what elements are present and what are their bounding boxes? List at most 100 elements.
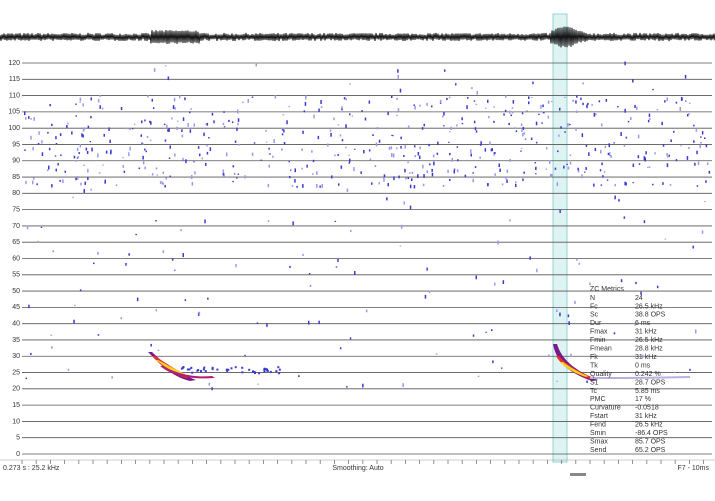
noise-dot bbox=[228, 119, 230, 122]
noise-dot bbox=[86, 151, 89, 154]
noise-dot bbox=[538, 113, 540, 116]
noise-dot bbox=[47, 131, 49, 134]
noise-dot bbox=[28, 304, 30, 309]
noise-dot bbox=[581, 133, 584, 138]
selection[interactable] bbox=[552, 13, 568, 463]
noise-dot bbox=[346, 386, 348, 388]
noise-dot bbox=[549, 173, 552, 178]
noise-dot bbox=[36, 183, 38, 186]
noise-dot bbox=[168, 157, 171, 159]
noise-dot bbox=[52, 250, 54, 253]
noise-dot bbox=[521, 129, 523, 132]
noise-dot bbox=[55, 168, 57, 172]
noise-dot bbox=[575, 110, 578, 113]
noise-dot bbox=[484, 148, 487, 152]
noise-dot bbox=[566, 163, 568, 165]
noise-dot bbox=[91, 147, 93, 152]
noise-dot bbox=[547, 100, 550, 104]
noise-dot bbox=[320, 100, 322, 104]
noise-dot bbox=[461, 117, 463, 121]
noise-dot bbox=[526, 110, 528, 112]
noise-dot bbox=[649, 117, 651, 120]
noise-dot bbox=[543, 111, 545, 114]
y-tick-label: 95 bbox=[12, 141, 20, 148]
noise-dot bbox=[624, 108, 626, 113]
noise-dot bbox=[515, 130, 518, 133]
noise-dot bbox=[318, 108, 320, 112]
noise-dot bbox=[524, 138, 527, 140]
call-dot bbox=[216, 368, 219, 371]
noise-dot bbox=[191, 175, 193, 179]
noise-dot bbox=[428, 290, 431, 293]
noise-dot bbox=[125, 127, 127, 130]
noise-dot bbox=[694, 162, 696, 166]
noise-dot bbox=[211, 112, 214, 116]
noise-dot bbox=[581, 174, 583, 179]
noise-dot bbox=[350, 229, 352, 233]
noise-dot bbox=[614, 183, 616, 187]
noise-dot bbox=[662, 182, 664, 185]
noise-dot bbox=[67, 122, 69, 125]
noise-dot bbox=[397, 74, 399, 79]
noise-dot bbox=[423, 123, 425, 127]
y-tick-label: 25 bbox=[12, 369, 20, 376]
noise bbox=[24, 61, 711, 391]
call-dot bbox=[252, 370, 254, 373]
call-dot bbox=[234, 366, 237, 369]
noise-dot bbox=[327, 143, 329, 147]
noise-dot bbox=[522, 133, 524, 137]
noise-dot bbox=[167, 76, 170, 81]
metric-label: N bbox=[590, 295, 595, 302]
noise-dot bbox=[24, 149, 26, 151]
noise-dot bbox=[446, 97, 448, 100]
noise-dot bbox=[223, 126, 226, 128]
noise-dot bbox=[505, 176, 507, 180]
noise-dot bbox=[648, 166, 651, 168]
scroll-thumb[interactable] bbox=[570, 473, 586, 476]
noise-dot bbox=[166, 124, 168, 128]
call-dot bbox=[277, 366, 280, 369]
noise-dot bbox=[470, 153, 472, 157]
noise-dot bbox=[429, 163, 431, 166]
metric-value: 26.5 kHz bbox=[635, 422, 663, 429]
noise-dot bbox=[234, 140, 237, 143]
noise-dot bbox=[397, 108, 400, 112]
noise-dot bbox=[589, 282, 591, 286]
noise-dot bbox=[431, 168, 433, 172]
noise-dot bbox=[630, 117, 632, 120]
noise-dot bbox=[75, 160, 78, 162]
noise-dot bbox=[267, 183, 270, 188]
noise-dot bbox=[601, 123, 603, 127]
call-left bbox=[148, 352, 215, 381]
noise-dot bbox=[701, 230, 704, 234]
noise-dot bbox=[302, 130, 304, 134]
noise-dot bbox=[508, 122, 510, 126]
noise-dot bbox=[115, 184, 118, 186]
noise-dot bbox=[55, 136, 57, 140]
noise-dot bbox=[340, 165, 343, 169]
noise-dot bbox=[567, 123, 569, 127]
noise-dot bbox=[603, 171, 606, 173]
noise-dot bbox=[680, 145, 682, 147]
noise-dot bbox=[173, 97, 176, 102]
metric-label: Sc bbox=[590, 312, 599, 319]
noise-dot bbox=[25, 377, 27, 380]
noise-dot bbox=[632, 182, 634, 184]
noise-dot bbox=[474, 127, 477, 131]
noise-dot bbox=[80, 182, 82, 186]
noise-dot bbox=[176, 120, 179, 122]
noise-dot bbox=[81, 133, 83, 137]
noise-dot bbox=[151, 173, 154, 176]
noise-dot bbox=[335, 266, 338, 268]
noise-dot bbox=[171, 258, 174, 261]
noise-dot bbox=[345, 124, 347, 128]
noise-dot bbox=[145, 150, 147, 153]
noise-dot bbox=[201, 157, 204, 160]
call-dot bbox=[211, 366, 214, 369]
noise-dot bbox=[487, 99, 489, 103]
noise-dot bbox=[156, 174, 158, 176]
noise-dot bbox=[448, 96, 451, 99]
noise-dot bbox=[181, 129, 183, 132]
noise-dot bbox=[688, 146, 690, 150]
noise-dot bbox=[268, 164, 270, 168]
